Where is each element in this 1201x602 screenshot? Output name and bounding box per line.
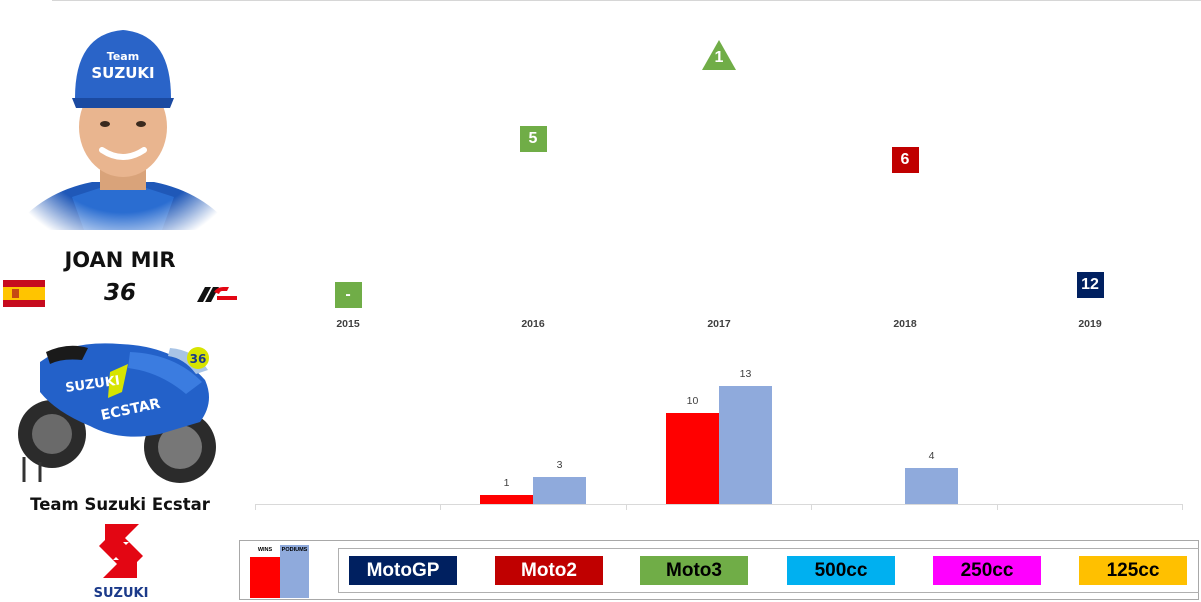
podiums-legend-label: PODIUMS bbox=[281, 547, 308, 553]
motogp-logo-icon bbox=[197, 287, 237, 302]
legend-chip-motogp: MotoGP bbox=[349, 556, 457, 585]
legend-chip-moto3: Moto3 bbox=[640, 556, 748, 585]
podiums-bar-2018 bbox=[905, 467, 958, 504]
podiums-bar-2016 bbox=[533, 476, 586, 504]
wins-value-label-2016: 1 bbox=[503, 476, 510, 489]
season-badge-2016: 5 bbox=[519, 125, 547, 152]
rider-portrait: Team SUZUKI bbox=[12, 12, 234, 230]
legend-chip-125cc: 125cc bbox=[1079, 556, 1187, 585]
season-badge-2017: 1 bbox=[702, 39, 736, 70]
suzuki-logo-text: SUZUKI bbox=[94, 586, 149, 600]
wins-legend-label: WINS bbox=[257, 547, 273, 553]
spain-flag-icon bbox=[3, 280, 45, 307]
season-badge-2018: 6 bbox=[891, 146, 919, 173]
suzuki-logo-icon: SUZUKI bbox=[94, 524, 149, 600]
team-name: Team Suzuki Ecstar bbox=[30, 495, 210, 514]
x-axis-tick bbox=[255, 504, 256, 510]
legend-chip-500cc: 500cc bbox=[787, 556, 895, 585]
season-badge-label: 1 bbox=[714, 48, 724, 66]
bar-chart-baseline bbox=[255, 504, 1183, 505]
year-label-2018: 2018 bbox=[893, 318, 917, 330]
podiums-value-label-2016: 3 bbox=[556, 458, 563, 471]
x-axis-tick bbox=[1182, 504, 1183, 510]
chart-top-border bbox=[52, 0, 1201, 1]
podiums-value-label-2018: 4 bbox=[928, 449, 935, 462]
legend-chip-250cc: 250cc bbox=[933, 556, 1041, 585]
rider-panel: Team SUZUKI JOAN MIR 36 3 bbox=[0, 0, 240, 602]
wins-value-label-2017: 10 bbox=[686, 395, 699, 408]
season-badge-2015: - bbox=[334, 282, 362, 308]
legend-box bbox=[239, 540, 1199, 600]
svg-text:36: 36 bbox=[190, 352, 207, 366]
wins-bar-2017 bbox=[666, 413, 719, 504]
x-axis-tick bbox=[811, 504, 812, 510]
rider-name: JOAN MIR bbox=[64, 248, 176, 272]
year-label-2015: 2015 bbox=[336, 318, 360, 330]
year-label-2016: 2016 bbox=[521, 318, 545, 330]
podiums-bar-2017 bbox=[719, 386, 772, 504]
wins-bar-2016 bbox=[480, 494, 533, 504]
podiums-value-label-2017: 13 bbox=[739, 368, 752, 380]
year-label-2019: 2019 bbox=[1078, 318, 1102, 330]
class-legend bbox=[338, 548, 1199, 593]
year-label-2017: 2017 bbox=[707, 318, 731, 330]
rider-number: 36 bbox=[103, 280, 136, 306]
x-axis-tick bbox=[997, 504, 998, 510]
x-axis-tick bbox=[440, 504, 441, 510]
podiums-legend-swatch bbox=[280, 545, 309, 598]
wins-legend-swatch bbox=[250, 557, 280, 598]
x-axis-tick bbox=[626, 504, 627, 510]
legend-chip-moto2: Moto2 bbox=[495, 556, 603, 585]
season-badge-2019: 12 bbox=[1076, 272, 1104, 299]
motorcycle-image: 36 ECSTAR SUZUKI bbox=[18, 343, 216, 483]
